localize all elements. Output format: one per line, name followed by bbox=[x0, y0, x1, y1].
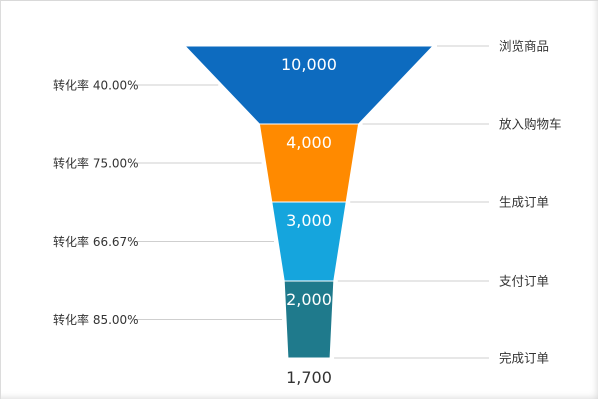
funnel-segment bbox=[283, 280, 335, 359]
stage-name-label: 生成订单 bbox=[499, 195, 549, 210]
segment-value-label: 2,000 bbox=[286, 290, 332, 309]
segment-value-label: 3,000 bbox=[286, 211, 332, 230]
conversion-rate-label: 转化率 75.00% bbox=[53, 156, 139, 171]
final-value-label: 1,700 bbox=[286, 368, 332, 387]
conversion-rate-label: 转化率 66.67% bbox=[53, 234, 139, 249]
stage-name-label: 完成订单 bbox=[499, 351, 549, 366]
stage-name-label: 浏览商品 bbox=[499, 39, 549, 54]
segment-value-label: 4,000 bbox=[286, 133, 332, 152]
segment-value-label: 10,000 bbox=[281, 55, 337, 74]
stage-name-label: 支付订单 bbox=[499, 274, 549, 289]
conversion-rate-label: 转化率 85.00% bbox=[53, 312, 139, 327]
stage-name-label: 放入购物车 bbox=[499, 117, 562, 132]
conversion-rate-label: 转化率 40.00% bbox=[53, 78, 139, 93]
